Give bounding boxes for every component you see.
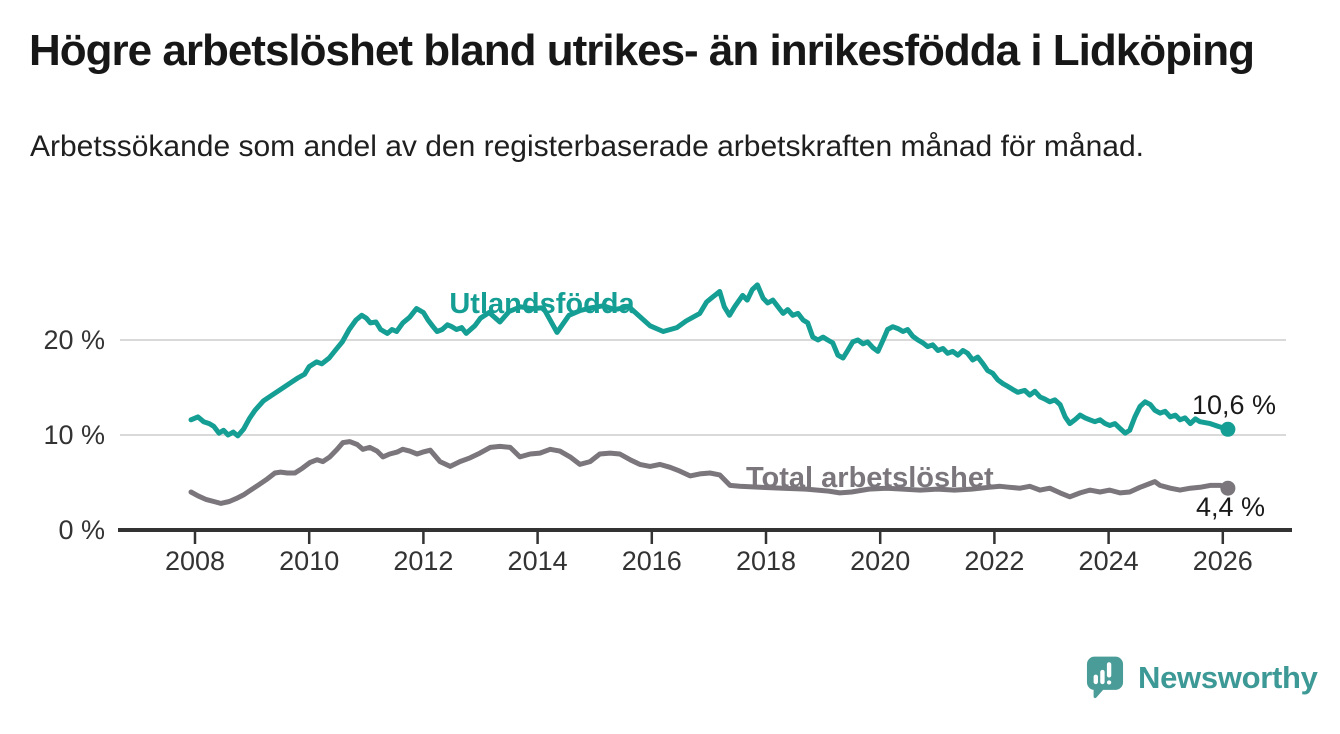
series-end-dot-total — [1220, 480, 1236, 496]
x-tick-label-2016: 2016 — [622, 546, 682, 576]
x-tick-label-2008: 2008 — [165, 546, 225, 576]
page-title: Högre arbetslöshet bland utrikes- än inr… — [29, 26, 1255, 75]
series-label-total-arbetsloshet: Total arbetslöshet — [746, 462, 994, 494]
y-tick-label-10: 10 % — [43, 420, 105, 450]
x-tick-label-2012: 2012 — [393, 546, 453, 576]
x-tick-label-2022: 2022 — [964, 546, 1024, 576]
end-value-label-total: 4,4 % — [1196, 492, 1265, 522]
x-tick-label-2020: 2020 — [850, 546, 910, 576]
x-tick-label-2010: 2010 — [279, 546, 339, 576]
chart-axes-and-series-layer: 0 % 10 % 20 % 2008 2010 2012 2014 2016 2018 2020 2… — [43, 282, 1292, 576]
x-tick-label-2026: 2026 — [1193, 546, 1253, 576]
series-label-utlandsfodda: Utlandsfödda — [449, 288, 635, 320]
series-line-total — [188, 439, 1231, 506]
newsworthy-logo-icon — [1086, 656, 1124, 699]
newsworthy-logo-text: Newsworthy — [1138, 659, 1318, 695]
y-tick-label-0: 0 % — [58, 515, 105, 545]
x-tick-label-2018: 2018 — [736, 546, 796, 576]
newsworthy-logo: Newsworthy — [1086, 655, 1318, 700]
speech-bubble-shape — [1086, 656, 1124, 699]
x-tick-label-2024: 2024 — [1079, 546, 1139, 576]
series-line-utlandsfodda — [188, 282, 1231, 439]
x-tick-label-2014: 2014 — [508, 546, 568, 576]
chart-subtitle: Arbetssökande som andel av den registerb… — [30, 130, 1144, 163]
y-tick-label-20: 20 % — [43, 325, 105, 355]
bar-chart-glyph — [1093, 662, 1112, 685]
end-value-label-utlandsfodda: 10,6 % — [1192, 390, 1276, 420]
series-end-dot-utlandsfodda — [1220, 421, 1236, 437]
